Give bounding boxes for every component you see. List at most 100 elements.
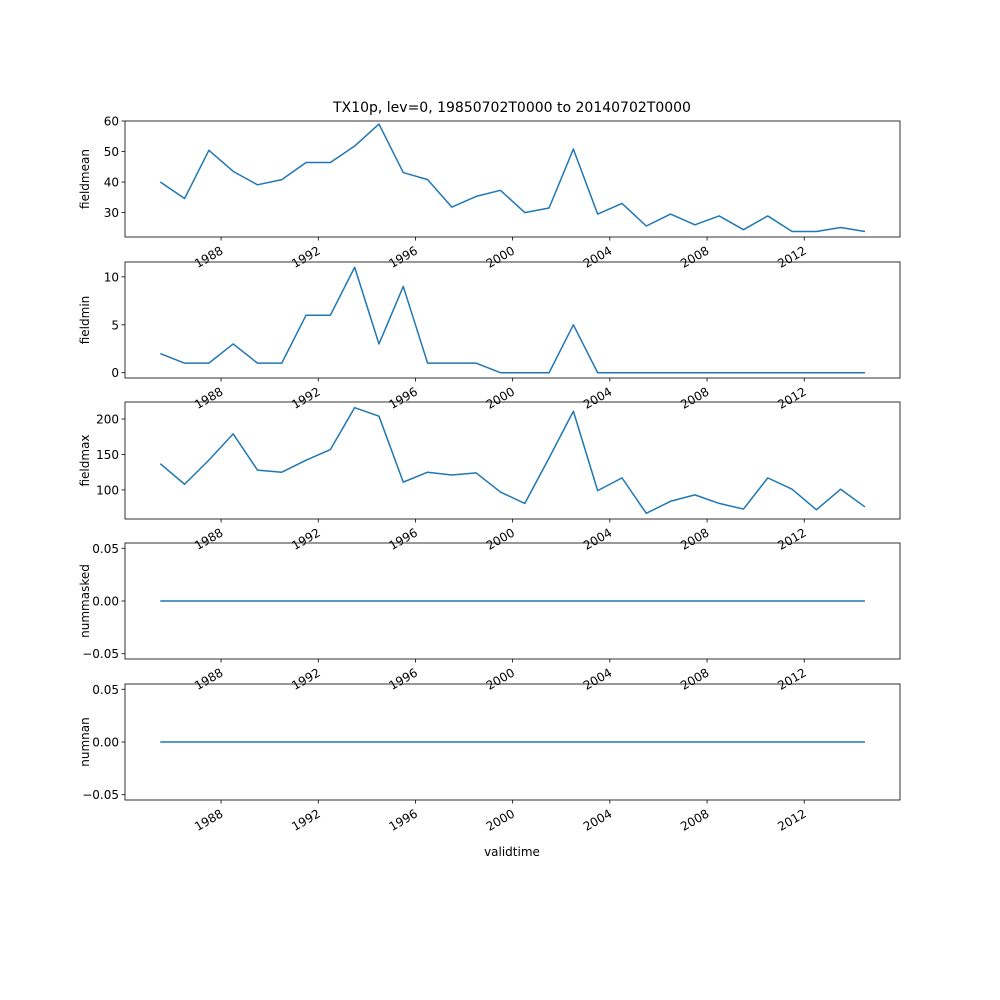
- data-point: [791, 230, 793, 232]
- data-point: [815, 741, 817, 743]
- data-point: [596, 489, 598, 491]
- y-tick-label: 100: [96, 483, 119, 497]
- data-point: [353, 406, 355, 408]
- data-point: [159, 181, 161, 183]
- data-point: [208, 600, 210, 602]
- axes-frame: [124, 401, 901, 520]
- data-point: [305, 161, 307, 163]
- x-tick-label: 1992: [289, 665, 322, 692]
- data-point: [524, 211, 526, 213]
- series-line-fieldmin: [159, 266, 865, 374]
- data-point: [475, 741, 477, 743]
- data-point: [451, 362, 453, 364]
- data-point: [694, 600, 696, 602]
- data-point: [232, 741, 234, 743]
- series-line-fieldmax: [159, 406, 866, 515]
- data-point: [524, 600, 526, 602]
- series-line-fieldmean: [159, 123, 866, 233]
- data-point: [281, 178, 283, 180]
- data-point: [426, 600, 428, 602]
- y-tick-label: 0.05: [92, 542, 119, 556]
- y-tick-label: 0.00: [92, 595, 119, 609]
- data-point: [791, 600, 793, 602]
- y-axis-label: numnan: [78, 717, 92, 766]
- data-point: [208, 149, 210, 151]
- y-tick-label: −0.05: [82, 647, 119, 661]
- data-point: [645, 372, 647, 374]
- x-tick-label: 2004: [581, 525, 614, 552]
- data-point: [451, 474, 453, 476]
- data-point: [451, 206, 453, 208]
- y-tick-label: 10: [104, 270, 119, 284]
- x-tick-label: 1996: [386, 384, 419, 411]
- data-point: [742, 600, 744, 602]
- x-tick-label: 2004: [581, 806, 614, 833]
- data-point: [281, 362, 283, 364]
- data-point: [767, 372, 769, 374]
- data-point: [864, 506, 866, 508]
- data-point: [548, 207, 550, 209]
- x-tick-label: 2004: [581, 665, 614, 692]
- data-point: [426, 471, 428, 473]
- data-point: [402, 741, 404, 743]
- data-point: [353, 266, 355, 268]
- data-point: [864, 741, 866, 743]
- y-tick-label: 0: [111, 366, 119, 380]
- data-point: [645, 600, 647, 602]
- y-axis-label: fieldmean: [78, 149, 92, 209]
- x-tick-label: 2004: [581, 243, 614, 270]
- data-point: [572, 600, 574, 602]
- data-point: [791, 741, 793, 743]
- data-point: [718, 600, 720, 602]
- data-point: [864, 372, 866, 374]
- data-point: [329, 448, 331, 450]
- data-point: [402, 171, 404, 173]
- data-point: [718, 372, 720, 374]
- data-point: [232, 600, 234, 602]
- data-point: [402, 481, 404, 483]
- data-point: [499, 372, 501, 374]
- data-point: [791, 372, 793, 374]
- x-tick-label: 1996: [386, 665, 419, 692]
- x-tick-label: 1992: [289, 384, 322, 411]
- data-point: [256, 469, 258, 471]
- data-point: [208, 459, 210, 461]
- x-tick-label: 2012: [775, 665, 808, 692]
- y-tick-label: 0.05: [92, 683, 119, 697]
- data-point: [839, 372, 841, 374]
- data-point: [718, 741, 720, 743]
- data-point: [402, 285, 404, 287]
- y-tick-label: 200: [96, 413, 119, 427]
- data-point: [524, 741, 526, 743]
- y-tick-label: 0.00: [92, 736, 119, 750]
- data-point: [767, 741, 769, 743]
- data-point: [839, 226, 841, 228]
- data-point: [451, 741, 453, 743]
- x-tick-label: 1988: [192, 525, 225, 552]
- data-point: [281, 741, 283, 743]
- data-point: [378, 415, 380, 417]
- x-tick-label: 1988: [192, 243, 225, 270]
- y-tick-label: 30: [104, 206, 119, 220]
- data-point: [718, 502, 720, 504]
- x-tick-label: 2000: [484, 665, 517, 692]
- data-point: [426, 362, 428, 364]
- x-tick-label: 1996: [386, 243, 419, 270]
- data-point: [159, 600, 161, 602]
- chart-title: TX10p, lev=0, 19850702T0000 to 20140702T…: [332, 100, 691, 116]
- subplot-numnan: 0.05 0.00 −0.05 numnan 1988 1992 1996 2000 2004 2…: [78, 683, 901, 834]
- data-point: [475, 362, 477, 364]
- x-tick-label: 2008: [678, 525, 711, 552]
- x-tick-label: 2012: [775, 525, 808, 552]
- data-point: [499, 741, 501, 743]
- data-point: [596, 372, 598, 374]
- data-point: [596, 213, 598, 215]
- data-point: [669, 500, 671, 502]
- subplot-fieldmax: 100 150 200 fieldmax 1988 1992 1996 2000 2004 200…: [78, 401, 901, 553]
- data-point: [353, 741, 355, 743]
- data-point: [183, 362, 185, 364]
- x-tick-label: 1988: [192, 384, 225, 411]
- x-tick-label: 2000: [484, 384, 517, 411]
- data-point: [183, 600, 185, 602]
